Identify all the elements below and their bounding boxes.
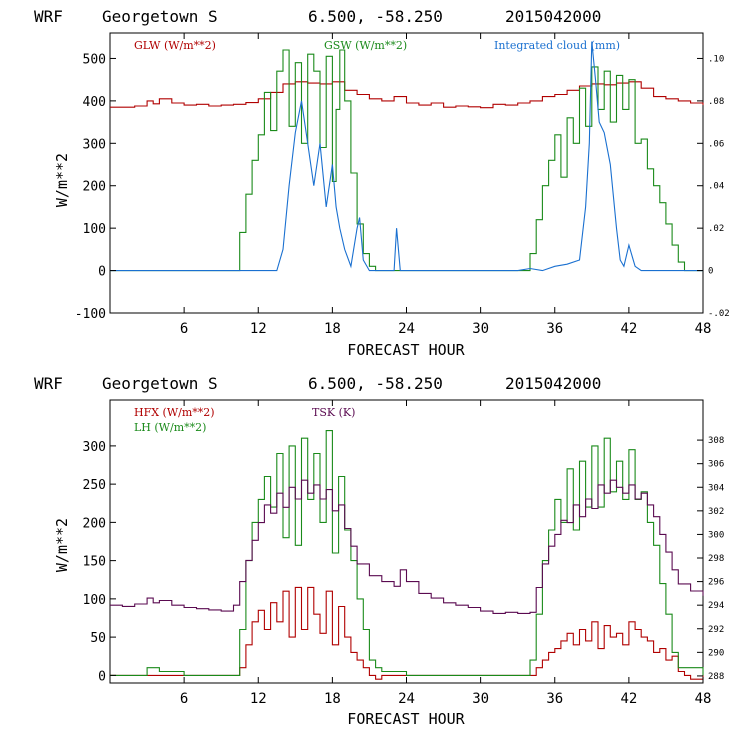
panel1-y2-tick-label: .08 (708, 97, 724, 107)
panel1-x-axis-label: FORECAST HOUR (347, 341, 465, 359)
panel2-legend-lh: LH (W/m**2) (134, 421, 206, 434)
panel2-y-tick-label: 150 (83, 555, 106, 570)
panel2-series-line-1 (110, 430, 704, 676)
panel1-series-line-1 (110, 49, 703, 272)
panel2-y2-tick-label: 290 (708, 648, 724, 658)
panel2-series-line-2 (110, 479, 704, 614)
panel2-x-tick-label: 18 (324, 691, 341, 707)
panel2-run: 2015042000 (505, 374, 601, 393)
panel2-series-line-0 (110, 586, 704, 680)
panel1-series-line-2 (110, 41, 703, 272)
panel1-x-tick-label: 24 (398, 321, 415, 337)
panel2-y2-tick-label: 292 (708, 625, 724, 635)
panel1-legend-cloud: Integrated cloud (mm) (494, 39, 620, 52)
panel-radiation: WRF Georgetown S 6.500, -58.250 20150420… (34, 7, 730, 359)
panel2-x-tick-label: 24 (398, 691, 415, 707)
panel1-x-tick-label: 18 (324, 321, 341, 337)
panel1-run: 2015042000 (505, 7, 601, 26)
panel1-y-tick-label: 500 (83, 52, 106, 67)
panel2-model: WRF (34, 374, 63, 393)
panel2-y-tick-label: 200 (83, 516, 106, 531)
panel2-y2-tick-label: 306 (708, 460, 724, 470)
panel1-y2-tick-label: .06 (708, 139, 724, 149)
panel1-x-tick-label: 6 (180, 321, 188, 337)
panel2-y2-tick-label: 302 (708, 507, 724, 517)
panel1-series-line-0 (110, 81, 704, 109)
panel2-x-axis-label: FORECAST HOUR (347, 710, 465, 728)
panel2-x-tick-label: 36 (546, 691, 563, 707)
panel2-y-tick-label: 50 (90, 631, 106, 646)
panel1-y-tick-label: 300 (83, 137, 106, 152)
panel1-y-tick-label: 200 (83, 180, 106, 195)
panel2-plot-frame (109, 399, 704, 684)
panel2-y-tick-label: 0 (98, 669, 106, 684)
panel1-y-axis-label: W/m**2 (53, 153, 71, 207)
panel1-x-tick-label: 42 (620, 321, 637, 337)
panel2-x-tick-label: 48 (695, 691, 712, 707)
panel2-y2-tick-label: 288 (708, 672, 724, 682)
panel1-y-tick-label: 100 (83, 222, 106, 237)
panel1-y2-tick-label: .10 (708, 54, 724, 64)
panel1-legend-gsw: GSW (W/m**2) (324, 39, 407, 52)
panel2-series-group (110, 430, 704, 680)
panel1-x-tick-label: 36 (546, 321, 563, 337)
panel2-legend-hfx: HFX (W/m**2) (134, 406, 215, 419)
panel1-y2-tick-label: 0 (708, 267, 713, 277)
panel1-y2-tick-label: .02 (708, 224, 724, 234)
panel2-x-tick-label: 6 (180, 691, 188, 707)
panel2-y2-tick-label: 298 (708, 554, 724, 564)
panel-fluxes: WRF Georgetown S 6.500, -58.250 20150420… (34, 374, 724, 728)
panel2-location: Georgetown S (102, 374, 218, 393)
panel2-legend-tsk: TSK (K) (312, 406, 355, 419)
panel1-series-group (110, 41, 704, 272)
panel2-coords: 6.500, -58.250 (308, 374, 443, 393)
panel1-location: Georgetown S (102, 7, 218, 26)
panel1-y2-tick-label: .04 (708, 182, 724, 192)
panel2-y2-tick-label: 296 (708, 578, 724, 588)
panel2-y2-tick-label: 308 (708, 436, 724, 446)
panel2-y2-tick-label: 294 (708, 601, 724, 611)
panel2-y-tick-label: 250 (83, 478, 106, 493)
panel2-y2-tick-label: 300 (708, 530, 724, 540)
panel1-coords: 6.500, -58.250 (308, 7, 443, 26)
panel2-y-tick-label: 300 (83, 440, 106, 455)
panel1-model: WRF (34, 7, 63, 26)
panel2-x-tick-label: 30 (472, 691, 489, 707)
panel1-y-tick-label: -100 (75, 307, 106, 322)
panel2-y-tick-label: 100 (83, 593, 106, 608)
panel1-x-tick-label: 48 (695, 321, 712, 337)
panel2-y2-tick-label: 304 (708, 483, 724, 493)
panel2-x-tick-label: 42 (620, 691, 637, 707)
panel1-x-tick-label: 30 (472, 321, 489, 337)
panel1-legend-glw: GLW (W/m**2) (134, 39, 216, 52)
panel1-y2-tick-label: -.02 (708, 309, 730, 319)
panel2-x-tick-label: 12 (250, 691, 267, 707)
panel2-y-axis-label: W/m**2 (53, 518, 71, 572)
panel1-y-tick-label: 400 (83, 95, 106, 110)
panel1-y-tick-label: 0 (98, 265, 106, 280)
panel1-ticks-group: 6 12 18 24 30 36 42 48 -100 0 100 200 300 400 500 -.02 0… (75, 33, 730, 337)
panel2-ticks-group: 6 12 18 24 30 36 42 48 0 50 100 150 200 250 300 288 290 2… (83, 400, 724, 707)
panel1-x-tick-label: 12 (250, 321, 267, 337)
